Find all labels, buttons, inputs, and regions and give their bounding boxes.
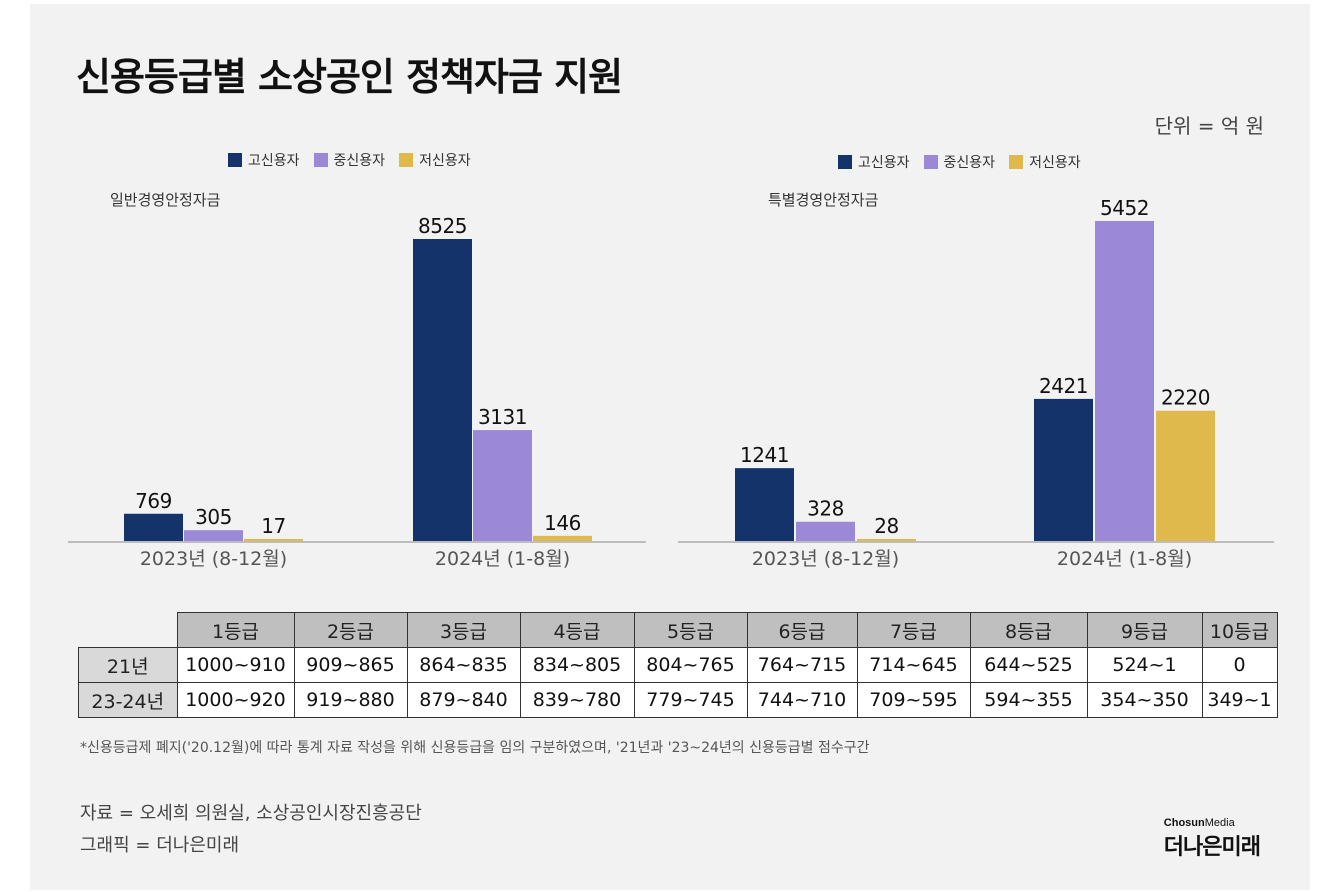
bar-3-2 — [533, 535, 592, 541]
legend-swatch-high — [838, 155, 852, 169]
data-label: 17 — [261, 514, 285, 538]
grade-cell: 919~880 — [293, 682, 408, 718]
data-label: 2421 — [1039, 374, 1088, 398]
row-label: 23-24년 — [78, 682, 178, 718]
table-corner — [78, 612, 178, 648]
legend-item-low: 저신용자 — [1009, 152, 1081, 172]
legend-swatch-low — [1009, 155, 1024, 169]
page-title: 신용등급별 소상공인 정책자금 지원 — [76, 55, 623, 99]
grade-header-7: 7등급 — [856, 612, 971, 648]
grade-cell: 804~765 — [633, 647, 748, 683]
bar-1-1 — [735, 468, 794, 541]
bar-1-2 — [1034, 398, 1093, 541]
grade-header-3: 3등급 — [406, 612, 521, 648]
legend-item-high: 고신용자 — [838, 152, 910, 172]
grade-cell: 1000~920 — [176, 682, 295, 718]
source-block: 자료 = 오세희 의원실, 소상공인시장진흥공단 그래픽 = 더나은미래 — [80, 798, 422, 862]
bar-3-2 — [1156, 410, 1215, 541]
data-label: 769 — [135, 489, 172, 513]
legend-left: 고신용자 중신용자 저신용자 — [228, 150, 471, 170]
grade-header-2: 2등급 — [293, 612, 408, 648]
brand-name: 더나은미래 — [1163, 835, 1261, 860]
legend-label-low: 저신용자 — [1029, 155, 1081, 171]
grade-header-1: 1등급 — [176, 612, 295, 648]
grade-cell: 354~350 — [1086, 682, 1203, 718]
grade-header-5: 5등급 — [633, 612, 748, 648]
grade-header-4: 4등급 — [519, 612, 635, 648]
bar-1-1 — [124, 513, 183, 541]
bar-3-1 — [244, 539, 303, 541]
grade-cell: 764~715 — [746, 647, 858, 683]
bar-2-1 — [796, 521, 855, 541]
legend-item-low: 저신용자 — [399, 150, 471, 170]
grade-header-6: 6등급 — [746, 612, 858, 648]
legend-item-high: 고신용자 — [228, 150, 300, 170]
legend-right: 고신용자 중신용자 저신용자 — [838, 152, 1081, 172]
grade-cell: 864~835 — [406, 647, 521, 683]
data-label: 3131 — [478, 405, 527, 429]
grade-cell: 644~525 — [969, 647, 1088, 683]
legend-label-high: 고신용자 — [248, 153, 300, 169]
data-label: 305 — [195, 505, 232, 529]
data-label: 8525 — [418, 214, 467, 238]
legend-label-mid: 중신용자 — [943, 155, 996, 171]
unit-label: 단위 = 억 원 — [1154, 114, 1264, 138]
grade-cell: 594~355 — [969, 682, 1088, 718]
data-label: 5452 — [1100, 196, 1149, 220]
grade-cell: 834~805 — [519, 647, 635, 683]
grade-cell: 524~1 — [1086, 647, 1203, 683]
brand-publisher: ChosunMedia — [1163, 817, 1235, 829]
legend-swatch-low — [399, 153, 414, 167]
grade-cell: 709~595 — [856, 682, 971, 718]
legend-label-mid: 중신용자 — [333, 153, 386, 169]
data-label: 1241 — [740, 443, 789, 467]
table-row: 21년 1000~910 909~865 864~835 834~805 804~765 7… — [78, 647, 1278, 683]
data-label: 328 — [807, 497, 844, 521]
grade-cell: 0 — [1201, 647, 1278, 683]
bar-2-2 — [473, 430, 532, 541]
data-source: 자료 = 오세희 의원실, 소상공인시장진흥공단 — [80, 803, 422, 824]
chart-2: 특별경영안정자금 1241 328 28 2023년 (8-12월) 2421 5452 22… — [678, 191, 1274, 570]
row-label: 21년 — [78, 647, 178, 683]
grade-cell: 909~865 — [293, 647, 408, 683]
grade-header-9: 9등급 — [1086, 612, 1203, 648]
grade-header-8: 8등급 — [969, 612, 1088, 648]
data-label: 146 — [544, 511, 581, 535]
grade-header-10: 10등급 — [1201, 612, 1278, 648]
legend-label-high: 고신용자 — [858, 155, 910, 171]
grade-cell: 779~745 — [633, 682, 748, 718]
legend-label-low: 저신용자 — [419, 153, 471, 169]
grade-cell: 839~780 — [519, 682, 635, 718]
legend-swatch-high — [228, 153, 242, 167]
chart-1: 일반경영안정자금 769 305 17 2023년 (8-12월) 8525 3131 146… — [68, 191, 646, 570]
brand-logo: ChosunMedia 더나은미래 — [1163, 817, 1261, 861]
grade-cell: 349~1 — [1201, 682, 1278, 718]
table-row: 23-24년 1000~920 919~880 879~840 839~780 779~7… — [78, 682, 1278, 718]
legend-item-mid: 중신용자 — [313, 150, 386, 170]
credit-grade-table: 1등급 2등급 3등급 4등급 5등급 6등급 7등급 8등급 9등급 10등급 21년 1000~… — [78, 612, 1278, 718]
category-label: 2024년 (1-8월) — [1057, 548, 1192, 570]
bar-3-1 — [857, 539, 916, 541]
graphic-credit: 그래픽 = 더나은미래 — [80, 835, 240, 856]
grade-cell: 744~710 — [746, 682, 858, 718]
data-label: 2220 — [1161, 386, 1210, 410]
bar-charts: 일반경영안정자금 769 305 17 2023년 (8-12월) 8525 3131 146… — [68, 191, 1274, 570]
bar-2-1 — [184, 530, 243, 541]
legend-item-mid: 중신용자 — [923, 152, 996, 172]
legend-swatch-mid — [313, 153, 328, 167]
footnote: *신용등급제 폐지('20.12월)에 따라 통계 자료 작성을 위해 신용등급… — [80, 740, 870, 756]
bar-1-2 — [413, 239, 472, 541]
legend-swatch-mid — [923, 155, 938, 169]
grade-cell: 714~645 — [856, 647, 971, 683]
category-label: 2024년 (1-8월) — [435, 548, 570, 570]
chart-subtitle: 특별경영안정자금 — [768, 191, 879, 209]
bar-2-2 — [1095, 221, 1154, 541]
table-header-row: 1등급 2등급 3등급 4등급 5등급 6등급 7등급 8등급 9등급 10등급 — [78, 612, 1278, 648]
category-label: 2023년 (8-12월) — [752, 548, 899, 570]
grade-cell: 1000~910 — [176, 647, 295, 683]
category-label: 2023년 (8-12월) — [140, 548, 287, 570]
data-label: 28 — [874, 514, 898, 538]
grade-cell: 879~840 — [406, 682, 521, 718]
chart-subtitle: 일반경영안정자금 — [110, 191, 221, 209]
